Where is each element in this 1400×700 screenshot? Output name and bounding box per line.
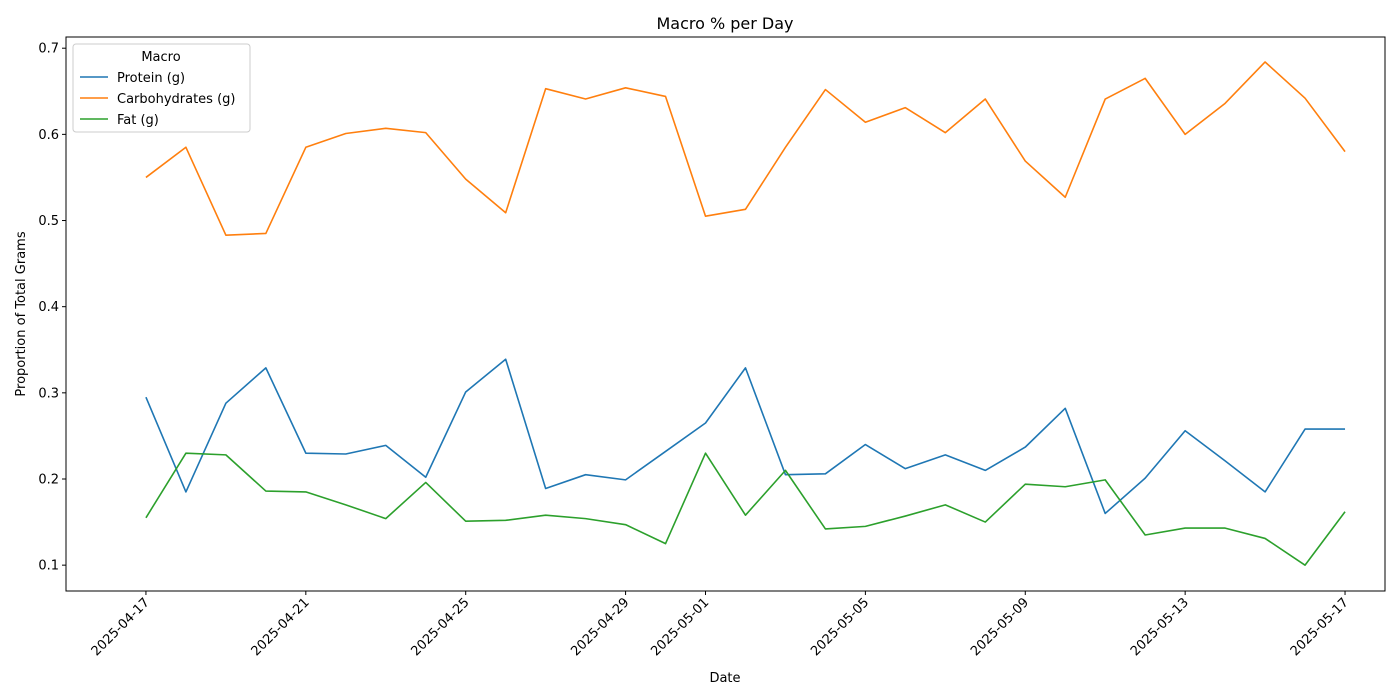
y-tick-label: 0.1 — [38, 559, 59, 574]
x-tick-label: 2025-05-01 — [648, 595, 712, 659]
legend-items: Protein (g) Carbohydrates (g) Fat (g) — [80, 71, 236, 128]
series-line-carbohydrates-g — [145, 61, 1346, 236]
y-tick-label: 0.4 — [38, 300, 59, 315]
y-axis: 0.1 0.2 0.3 0.4 0.5 0.6 0.7 — [38, 42, 66, 574]
chart-title: Macro % per Day — [656, 14, 793, 33]
legend-label: Protein (g) — [117, 71, 185, 86]
series-line-fat-g — [145, 452, 1346, 566]
x-tick-label: 2025-05-05 — [808, 595, 872, 659]
legend-label: Fat (g) — [117, 113, 159, 128]
y-axis-label: Proportion of Total Grams — [14, 231, 29, 396]
series-line-protein-g — [145, 358, 1346, 515]
y-tick-label: 0.5 — [38, 214, 59, 229]
x-tick-label: 2025-05-17 — [1288, 595, 1352, 659]
x-tick-label: 2025-05-09 — [968, 595, 1032, 659]
x-tick-label: 2025-05-13 — [1128, 595, 1192, 659]
plot-frame — [65, 36, 1386, 592]
y-tick-label: 0.3 — [38, 386, 59, 401]
y-tick-label: 0.2 — [38, 472, 59, 487]
y-tick-label: 0.6 — [38, 128, 59, 143]
legend: Macro Protein (g) Carbohydrates (g) Fat (g… — [72, 43, 251, 133]
x-tick-label: 2025-04-29 — [568, 595, 632, 659]
x-axis: 2025-04-17 2025-04-21 2025-04-25 2025-04-29… — [89, 591, 1352, 659]
x-tick-label: 2025-04-25 — [408, 595, 472, 659]
legend-title: Macro — [141, 50, 180, 65]
legend-label: Carbohydrates (g) — [117, 92, 236, 107]
x-axis-label: Date — [709, 671, 740, 686]
x-tick-label: 2025-04-17 — [89, 595, 153, 659]
legend-box — [72, 43, 251, 133]
y-tick-label: 0.7 — [38, 42, 59, 57]
series-layer — [145, 61, 1346, 566]
x-tick-label: 2025-04-21 — [249, 595, 313, 659]
